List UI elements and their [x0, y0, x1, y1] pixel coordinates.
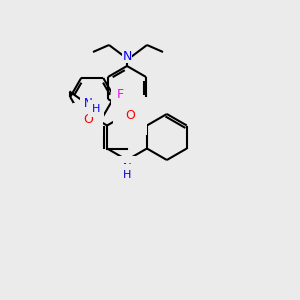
Text: N: N	[84, 97, 92, 110]
Text: H: H	[92, 104, 100, 114]
Text: N: N	[123, 162, 131, 175]
Text: H: H	[123, 170, 131, 180]
Text: F: F	[117, 88, 124, 101]
Text: N: N	[122, 50, 132, 63]
Text: O: O	[83, 113, 93, 127]
Text: O: O	[125, 109, 135, 122]
